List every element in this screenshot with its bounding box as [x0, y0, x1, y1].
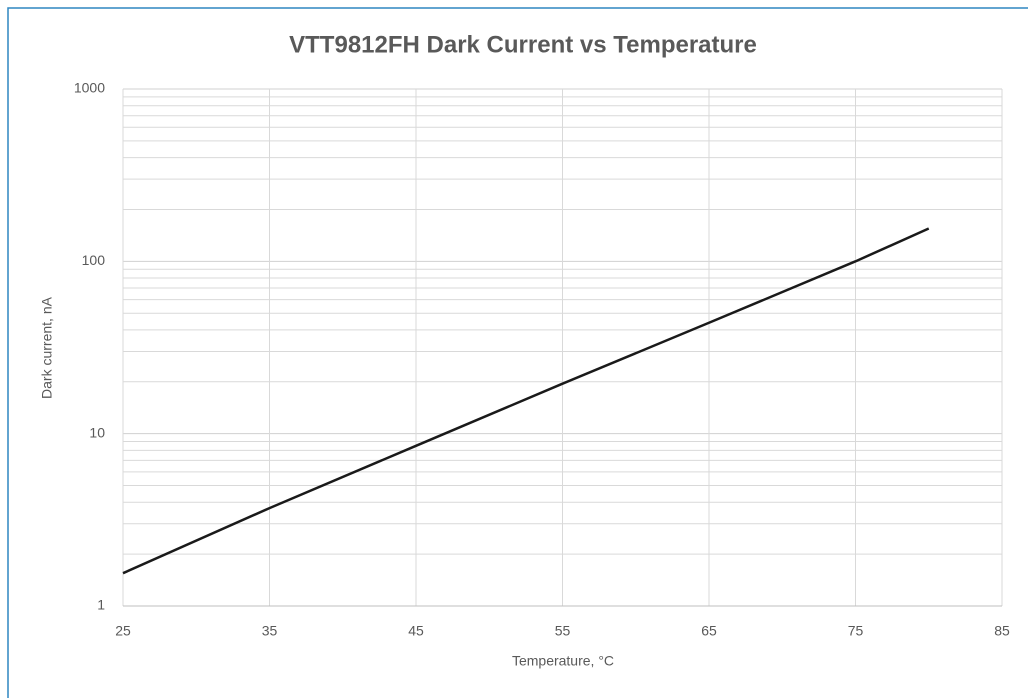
chart-title: VTT9812FH Dark Current vs Temperature	[289, 31, 757, 58]
y-tick-label: 10	[89, 424, 105, 440]
x-tick-label: 85	[994, 623, 1010, 639]
y-axis-label: Dark current, nA	[39, 296, 55, 399]
x-tick-label: 35	[262, 623, 278, 639]
x-tick-label: 75	[848, 623, 864, 639]
x-tick-label: 65	[701, 623, 717, 639]
y-tick-label: 1	[97, 597, 105, 613]
x-axis-label: Temperature, °C	[512, 653, 614, 669]
x-tick-label: 55	[555, 623, 571, 639]
y-tick-label: 1000	[74, 80, 105, 96]
x-tick-label: 45	[408, 623, 424, 639]
data-line	[122, 227, 930, 575]
y-tick-label: 100	[82, 252, 106, 268]
x-tick-label: 25	[115, 623, 131, 639]
chart-frame	[7, 7, 1028, 698]
